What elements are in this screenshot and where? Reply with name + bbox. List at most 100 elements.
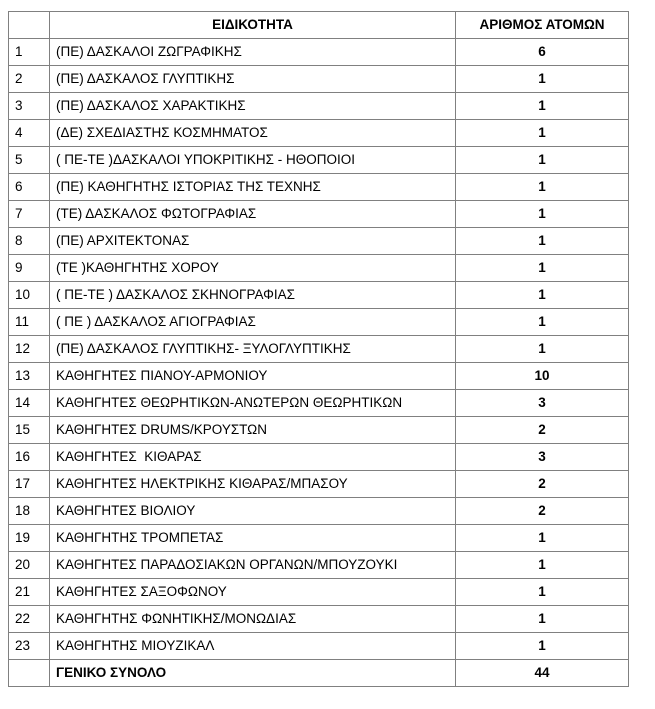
table-row: 8 (ΠΕ) ΑΡΧΙΤΕΚΤΟΝΑΣ 1	[8, 227, 629, 255]
count-cell: 3	[455, 443, 629, 471]
count-cell: 1	[455, 308, 629, 336]
specialty-cell: ΚΑΘΗΓΗΤΕΣ DRUMS/ΚΡΟΥΣΤΩΝ	[49, 416, 456, 444]
specialties-table: ΕΙΔΙΚΟΤΗΤΑ ΑΡΙΘΜΟΣ ΑΤΟΜΩΝ 1 (ΠΕ) ΔΑΣΚΑΛΟΙ…	[8, 11, 629, 687]
count-cell: 1	[455, 335, 629, 363]
specialty-cell: (ΠΕ) ΔΑΣΚΑΛΟΣ ΧΑΡΑΚΤΙΚΗΣ	[49, 92, 456, 120]
count-cell: 1	[455, 605, 629, 633]
specialty-cell: ΚΑΘΗΓΗΤΕΣ ΠΑΡΑΔΟΣΙΑΚΩΝ ΟΡΓΑΝΩΝ/ΜΠΟΥΖΟΥΚΙ	[49, 551, 456, 579]
specialty-cell: ΚΑΘΗΓΗΤΕΣ ΒΙΟΛΙΟΥ	[49, 497, 456, 525]
count-cell: 1	[455, 578, 629, 606]
row-index-cell: 6	[8, 173, 50, 201]
count-cell: 2	[455, 416, 629, 444]
count-cell: 1	[455, 200, 629, 228]
count-cell: 1	[455, 632, 629, 660]
count-cell: 1	[455, 173, 629, 201]
specialty-cell: (ΠΕ) ΚΑΘΗΓΗΤΗΣ ΙΣΤΟΡΙΑΣ ΤΗΣ ΤΕΧΝΗΣ	[49, 173, 456, 201]
specialty-cell: ΚΑΘΗΓΗΤΕΣ ΗΛΕΚΤΡΙΚΗΣ ΚΙΘΑΡΑΣ/ΜΠΑΣΟΥ	[49, 470, 456, 498]
row-index-cell: 11	[8, 308, 50, 336]
table-row: 22 ΚΑΘΗΓΗΤΗΣ ΦΩΝΗΤΙΚΗΣ/ΜΟΝΩΔΙΑΣ 1	[8, 605, 629, 633]
table-row: 6 (ΠΕ) ΚΑΘΗΓΗΤΗΣ ΙΣΤΟΡΙΑΣ ΤΗΣ ΤΕΧΝΗΣ 1	[8, 173, 629, 201]
specialty-cell: ΚΑΘΗΓΗΤΕΣ ΘΕΩΡΗΤΙΚΩΝ-ΑΝΩΤΕΡΩΝ ΘΕΩΡΗΤΙΚΩΝ	[49, 389, 456, 417]
row-index-cell: 15	[8, 416, 50, 444]
row-index-cell: 8	[8, 227, 50, 255]
specialty-cell: ΚΑΘΗΓΗΤΗΣ ΦΩΝΗΤΙΚΗΣ/ΜΟΝΩΔΙΑΣ	[49, 605, 456, 633]
row-index-cell: 19	[8, 524, 50, 552]
table-row: 16 ΚΑΘΗΓΗΤΕΣ ΚΙΘΑΡΑΣ 3	[8, 443, 629, 471]
row-index-cell: 13	[8, 362, 50, 390]
total-row-index-cell	[8, 659, 50, 687]
table-row: 12 (ΠΕ) ΔΑΣΚΑΛΟΣ ΓΛΥΠΤΙΚΗΣ- ΞΥΛΟΓΛΥΠΤΙΚΗΣ…	[8, 335, 629, 363]
row-index-cell: 20	[8, 551, 50, 579]
specialty-cell: ΚΑΘΗΓΗΤΕΣ ΣΑΞΟΦΩΝΟΥ	[49, 578, 456, 606]
table-row: 9 (ΤΕ )ΚΑΘΗΓΗΤΗΣ ΧΟΡΟΥ 1	[8, 254, 629, 282]
count-cell: 1	[455, 65, 629, 93]
row-index-cell: 23	[8, 632, 50, 660]
count-cell: 1	[455, 551, 629, 579]
table-row: 14 ΚΑΘΗΓΗΤΕΣ ΘΕΩΡΗΤΙΚΩΝ-ΑΝΩΤΕΡΩΝ ΘΕΩΡΗΤΙΚ…	[8, 389, 629, 417]
table-row: 21 ΚΑΘΗΓΗΤΕΣ ΣΑΞΟΦΩΝΟΥ 1	[8, 578, 629, 606]
count-cell: 1	[455, 524, 629, 552]
column-header-index	[8, 11, 50, 39]
specialty-cell: (ΤΕ) ΔΑΣΚΑΛΟΣ ΦΩΤΟΓΡΑΦΙΑΣ	[49, 200, 456, 228]
row-index-cell: 21	[8, 578, 50, 606]
total-count-cell: 44	[455, 659, 629, 687]
count-cell: 6	[455, 38, 629, 66]
count-cell: 1	[455, 92, 629, 120]
count-cell: 1	[455, 227, 629, 255]
table-total-row: ΓΕΝΙΚΟ ΣΥΝΟΛΟ 44	[8, 659, 629, 687]
table-row: 2 (ΠΕ) ΔΑΣΚΑΛΟΣ ΓΛΥΠΤΙΚΗΣ 1	[8, 65, 629, 93]
table-row: 1 (ΠΕ) ΔΑΣΚΑΛΟΙ ΖΩΓΡΑΦΙΚΗΣ 6	[8, 38, 629, 66]
column-header-specialty: ΕΙΔΙΚΟΤΗΤΑ	[49, 11, 456, 39]
specialty-cell: ( ΠΕ-ΤΕ ) ΔΑΣΚΑΛΟΣ ΣΚΗΝΟΓΡΑΦΙΑΣ	[49, 281, 456, 309]
specialty-cell: ΚΑΘΗΓΗΤΗΣ ΤΡΟΜΠΕΤΑΣ	[49, 524, 456, 552]
row-index-cell: 1	[8, 38, 50, 66]
column-header-count: ΑΡΙΘΜΟΣ ΑΤΟΜΩΝ	[455, 11, 629, 39]
row-index-cell: 12	[8, 335, 50, 363]
specialty-cell: ΚΑΘΗΓΗΤΕΣ ΚΙΘΑΡΑΣ	[49, 443, 456, 471]
count-cell: 1	[455, 146, 629, 174]
row-index-cell: 5	[8, 146, 50, 174]
table-row: 23 ΚΑΘΗΓΗΤΗΣ ΜΙΟΥΖΙΚΑΛ 1	[8, 632, 629, 660]
specialty-cell: ( ΠΕ ) ΔΑΣΚΑΛΟΣ ΑΓΙΟΓΡΑΦΙΑΣ	[49, 308, 456, 336]
table-row: 15 ΚΑΘΗΓΗΤΕΣ DRUMS/ΚΡΟΥΣΤΩΝ 2	[8, 416, 629, 444]
count-cell: 1	[455, 119, 629, 147]
table-row: 4 (ΔΕ) ΣΧΕΔΙΑΣΤΗΣ ΚΟΣΜΗΜΑΤΟΣ 1	[8, 119, 629, 147]
specialty-cell: ΚΑΘΗΓΗΤΗΣ ΜΙΟΥΖΙΚΑΛ	[49, 632, 456, 660]
row-index-cell: 17	[8, 470, 50, 498]
table-row: 7 (ΤΕ) ΔΑΣΚΑΛΟΣ ΦΩΤΟΓΡΑΦΙΑΣ 1	[8, 200, 629, 228]
specialty-cell: (ΤΕ )ΚΑΘΗΓΗΤΗΣ ΧΟΡΟΥ	[49, 254, 456, 282]
specialty-cell: (ΠΕ) ΔΑΣΚΑΛΟΣ ΓΛΥΠΤΙΚΗΣ	[49, 65, 456, 93]
specialty-cell: ΚΑΘΗΓΗΤΕΣ ΠΙΑΝΟΥ-ΑΡΜΟΝΙΟΥ	[49, 362, 456, 390]
table-row: 20 ΚΑΘΗΓΗΤΕΣ ΠΑΡΑΔΟΣΙΑΚΩΝ ΟΡΓΑΝΩΝ/ΜΠΟΥΖΟΥ…	[8, 551, 629, 579]
row-index-cell: 9	[8, 254, 50, 282]
table-header: ΕΙΔΙΚΟΤΗΤΑ ΑΡΙΘΜΟΣ ΑΤΟΜΩΝ	[8, 11, 629, 39]
row-index-cell: 4	[8, 119, 50, 147]
count-cell: 1	[455, 254, 629, 282]
row-index-cell: 7	[8, 200, 50, 228]
table-row: 3 (ΠΕ) ΔΑΣΚΑΛΟΣ ΧΑΡΑΚΤΙΚΗΣ 1	[8, 92, 629, 120]
total-label-cell: ΓΕΝΙΚΟ ΣΥΝΟΛΟ	[49, 659, 456, 687]
table-body: 1 (ΠΕ) ΔΑΣΚΑΛΟΙ ΖΩΓΡΑΦΙΚΗΣ 6 2 (ΠΕ) ΔΑΣΚΑΛΟΣ…	[8, 38, 629, 687]
header-row: ΕΙΔΙΚΟΤΗΤΑ ΑΡΙΘΜΟΣ ΑΤΟΜΩΝ	[8, 11, 629, 39]
count-cell: 10	[455, 362, 629, 390]
count-cell: 2	[455, 470, 629, 498]
table-row: 13 ΚΑΘΗΓΗΤΕΣ ΠΙΑΝΟΥ-ΑΡΜΟΝΙΟΥ 10	[8, 362, 629, 390]
row-index-cell: 16	[8, 443, 50, 471]
table-row: 5( ΠΕ-ΤΕ )ΔΑΣΚΑΛΟΙ ΥΠΟΚΡΙΤΙΚΗΣ - ΗΘΟΠΟΙΟ…	[8, 146, 629, 174]
specialty-cell: ( ΠΕ-ΤΕ )ΔΑΣΚΑΛΟΙ ΥΠΟΚΡΙΤΙΚΗΣ - ΗΘΟΠΟΙΟΙ	[49, 146, 456, 174]
count-cell: 3	[455, 389, 629, 417]
count-cell: 2	[455, 497, 629, 525]
row-index-cell: 2	[8, 65, 50, 93]
row-index-cell: 3	[8, 92, 50, 120]
count-cell: 1	[455, 281, 629, 309]
specialty-cell: (ΔΕ) ΣΧΕΔΙΑΣΤΗΣ ΚΟΣΜΗΜΑΤΟΣ	[49, 119, 456, 147]
table-row: 19 ΚΑΘΗΓΗΤΗΣ ΤΡΟΜΠΕΤΑΣ 1	[8, 524, 629, 552]
table-row: 10( ΠΕ-ΤΕ ) ΔΑΣΚΑΛΟΣ ΣΚΗΝΟΓΡΑΦΙΑΣ 1	[8, 281, 629, 309]
row-index-cell: 22	[8, 605, 50, 633]
row-index-cell: 10	[8, 281, 50, 309]
specialty-cell: (ΠΕ) ΔΑΣΚΑΛΟΙ ΖΩΓΡΑΦΙΚΗΣ	[49, 38, 456, 66]
row-index-cell: 14	[8, 389, 50, 417]
table-row: 17 ΚΑΘΗΓΗΤΕΣ ΗΛΕΚΤΡΙΚΗΣ ΚΙΘΑΡΑΣ/ΜΠΑΣΟΥ 2	[8, 470, 629, 498]
row-index-cell: 18	[8, 497, 50, 525]
